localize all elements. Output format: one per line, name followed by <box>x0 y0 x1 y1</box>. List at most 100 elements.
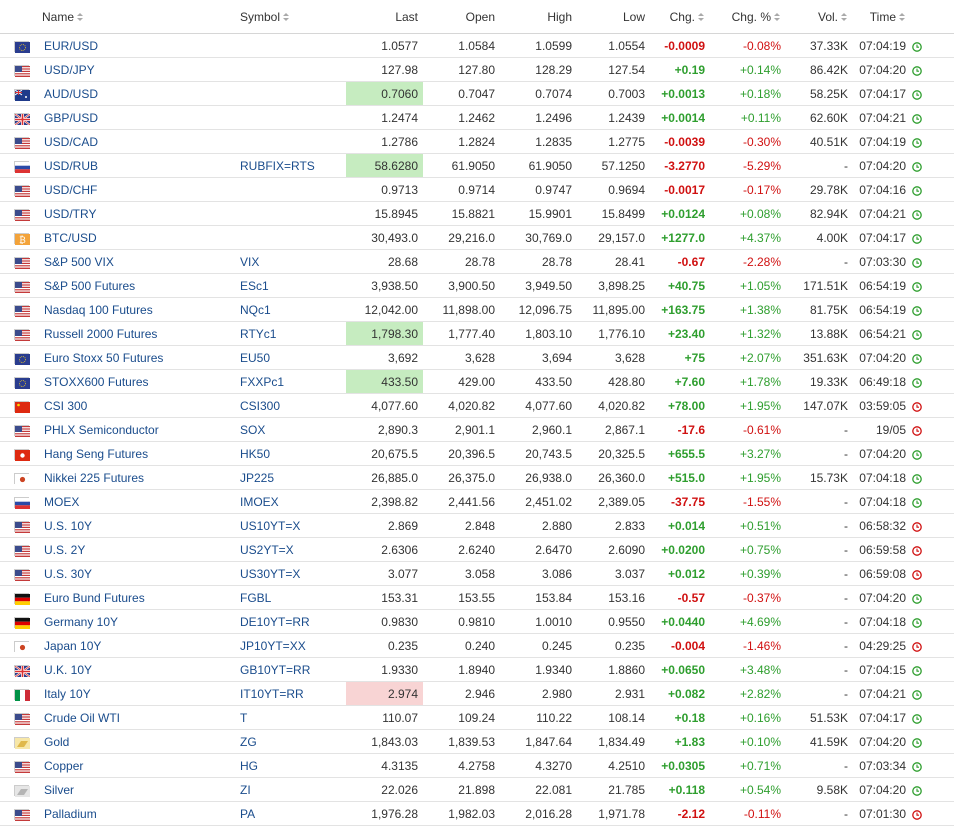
quote-row[interactable]: Silver ZI 22.026 21.898 22.081 21.785 +0.118 +0… <box>0 777 954 802</box>
timestamp: 07:03:34 <box>853 753 908 778</box>
sort-icon[interactable] <box>841 13 848 22</box>
quote-row[interactable]: GBP/USD 1.2474 1.2462 1.2496 1.2439 +0.0014 +0… <box>0 105 954 130</box>
instrument-name-link[interactable]: USD/TRY <box>42 201 234 226</box>
volume: - <box>786 585 853 610</box>
quote-row[interactable]: STOXX600 Futures FXXPc1 433.50 429.00 433.50… <box>0 369 954 394</box>
open-price: 1,839.53 <box>423 729 500 754</box>
instrument-name-link[interactable]: Germany 10Y <box>42 609 234 634</box>
instrument-name-link[interactable]: Italy 10Y <box>42 681 234 706</box>
instrument-name-link[interactable]: Silver <box>42 777 234 802</box>
timestamp: 07:04:18 <box>853 465 908 490</box>
quote-row[interactable]: S&P 500 VIX VIX 28.68 28.78 28.78 28.41 -0.67-… <box>0 249 954 274</box>
instrument-name-link[interactable]: Gold <box>42 729 234 754</box>
quote-row[interactable]: U.K. 10Y GB10YT=RR 1.9330 1.8940 1.9340 1.886… <box>0 657 954 682</box>
market-status-cell <box>908 705 926 730</box>
high-price: 0.9747 <box>500 177 577 202</box>
volume: 62.60K <box>786 105 853 130</box>
instrument-name-link[interactable]: PHLX Semiconductor <box>42 417 234 442</box>
instrument-name-link[interactable]: USD/RUB <box>42 153 234 178</box>
quote-row[interactable]: S&P 500 Futures ESc1 3,938.50 3,900.50 3,949… <box>0 273 954 298</box>
column-header-symbol[interactable]: Symbol <box>234 0 346 34</box>
instrument-name-link[interactable]: USD/CAD <box>42 129 234 154</box>
column-header-last[interactable]: Last <box>346 0 423 34</box>
sort-icon[interactable] <box>283 13 290 22</box>
column-header-chg[interactable]: Chg. <box>650 0 710 34</box>
quote-row[interactable]: Euro Stoxx 50 Futures EU50 3,692 3,628 3,694… <box>0 345 954 370</box>
market-status-cell <box>908 393 926 418</box>
column-header-name[interactable]: Name <box>42 0 234 34</box>
high-price: 3,949.50 <box>500 273 577 298</box>
instrument-name-link[interactable]: STOXX600 Futures <box>42 369 234 394</box>
quote-row[interactable]: PHLX Semiconductor SOX 2,890.3 2,901.1 2,960… <box>0 417 954 442</box>
instrument-name-link[interactable]: Hang Seng Futures <box>42 441 234 466</box>
quote-row[interactable]: Japan 10Y JP10YT=XX 0.235 0.240 0.245 0.235 -0… <box>0 633 954 658</box>
quote-row[interactable]: MOEX IMOEX 2,398.82 2,441.56 2,451.02 2,389.0… <box>0 489 954 514</box>
column-header-low[interactable]: Low <box>577 0 650 34</box>
instrument-name-link[interactable]: AUD/USD <box>42 81 234 106</box>
instrument-name-link[interactable]: Euro Bund Futures <box>42 585 234 610</box>
quote-row[interactable]: EUR/USD 1.0577 1.0584 1.0599 1.0554 -0.0009 -0… <box>0 33 954 58</box>
sort-icon[interactable] <box>774 13 781 22</box>
quote-row[interactable]: U.S. 10Y US10YT=X 2.869 2.848 2.880 2.833 +0.0… <box>0 513 954 538</box>
quote-row[interactable]: Hang Seng Futures HK50 20,675.5 20,396.5 20,… <box>0 441 954 466</box>
quote-row[interactable]: USD/CHF 0.9713 0.9714 0.9747 0.9694 -0.0017 -0… <box>0 177 954 202</box>
open-price: 2.6240 <box>423 537 500 562</box>
sort-icon[interactable] <box>899 13 906 22</box>
sort-icon[interactable] <box>698 13 705 22</box>
instrument-name-link[interactable]: Crude Oil WTI <box>42 705 234 730</box>
high-price: 12,096.75 <box>500 297 577 322</box>
column-header-chg-pct[interactable]: Chg. % <box>710 0 786 34</box>
quote-row[interactable]: USD/CAD 1.2786 1.2824 1.2835 1.2775 -0.0039 -0… <box>0 129 954 154</box>
instrument-name-link[interactable]: Euro Stoxx 50 Futures <box>42 345 234 370</box>
instrument-name-link[interactable]: BTC/USD <box>42 225 234 250</box>
change-value: +75 <box>650 345 710 370</box>
quote-row[interactable]: CSI 300 CSI300 4,077.60 4,020.82 4,077.60 4,0… <box>0 393 954 418</box>
column-header-vol[interactable]: Vol. <box>786 0 853 34</box>
instrument-name-link[interactable]: CSI 300 <box>42 393 234 418</box>
instrument-name-link[interactable]: Russell 2000 Futures <box>42 321 234 346</box>
instrument-name-link[interactable]: S&P 500 VIX <box>42 249 234 274</box>
column-header-time[interactable]: Time <box>853 0 908 34</box>
column-header-high[interactable]: High <box>500 0 577 34</box>
instrument-name-link[interactable]: GBP/USD <box>42 105 234 130</box>
instrument-name-link[interactable]: USD/CHF <box>42 177 234 202</box>
quote-row[interactable]: Italy 10Y IT10YT=RR 2.974 2.946 2.980 2.931 +0… <box>0 681 954 706</box>
open-price: 15.8821 <box>423 201 500 226</box>
quote-row[interactable]: Crude Oil WTI T 110.07 109.24 110.22 108.14 +0… <box>0 705 954 730</box>
quote-row[interactable]: USD/JPY 127.98 127.80 128.29 127.54 +0.19 +0.1… <box>0 57 954 82</box>
instrument-name-link[interactable]: MOEX <box>42 489 234 514</box>
column-header-open[interactable]: Open <box>423 0 500 34</box>
quote-row[interactable]: ₿ BTC/USD 30,493.0 29,216.0 30,769.0 29,157.0… <box>0 225 954 250</box>
instrument-name-link[interactable]: S&P 500 Futures <box>42 273 234 298</box>
instrument-name-link[interactable]: U.S. 30Y <box>42 561 234 586</box>
quote-row[interactable]: Euro Bund Futures FGBL 153.31 153.55 153.84 1… <box>0 585 954 610</box>
quote-row[interactable]: Russell 2000 Futures RTYc1 1,798.30 1,777.4… <box>0 321 954 346</box>
instrument-name-link[interactable]: U.K. 10Y <box>42 657 234 682</box>
quote-row[interactable]: Gold ZG 1,843.03 1,839.53 1,847.64 1,834.49 +1… <box>0 729 954 754</box>
instrument-name-link[interactable]: Copper <box>42 753 234 778</box>
quote-row[interactable]: AUD/USD 0.7060 0.7047 0.7074 0.7003 +0.0013 +0… <box>0 81 954 106</box>
instrument-name-link[interactable]: U.S. 2Y <box>42 537 234 562</box>
quote-row[interactable]: USD/RUB RUBFIX=RTS 58.6280 61.9050 61.9050 57… <box>0 153 954 178</box>
spacer-column-header <box>926 0 954 34</box>
instrument-name-link[interactable]: Palladium <box>42 801 234 826</box>
instrument-name-link[interactable]: Nasdaq 100 Futures <box>42 297 234 322</box>
quote-row[interactable]: Nikkei 225 Futures JP225 26,885.0 26,375.0 2… <box>0 465 954 490</box>
market-status-cell <box>908 105 926 130</box>
instrument-name-link[interactable]: Japan 10Y <box>42 633 234 658</box>
instrument-name-link[interactable]: Nikkei 225 Futures <box>42 465 234 490</box>
volume: 147.07K <box>786 393 853 418</box>
instrument-name-link[interactable]: EUR/USD <box>42 33 234 58</box>
quote-row[interactable]: Palladium PA 1,976.28 1,982.03 2,016.28 1,971… <box>0 801 954 826</box>
quote-row[interactable]: Copper HG 4.3135 4.2758 4.3270 4.2510 +0.0305 +… <box>0 753 954 778</box>
change-value: +0.0650 <box>650 657 710 682</box>
quote-row[interactable]: Nasdaq 100 Futures NQc1 12,042.00 11,898.00… <box>0 297 954 322</box>
instrument-name-link[interactable]: USD/JPY <box>42 57 234 82</box>
instrument-name-link[interactable]: U.S. 10Y <box>42 513 234 538</box>
quote-row[interactable]: Germany 10Y DE10YT=RR 0.9830 0.9810 1.0010 0.… <box>0 609 954 634</box>
last-price: 127.98 <box>346 57 423 82</box>
quote-row[interactable]: U.S. 2Y US2YT=X 2.6306 2.6240 2.6470 2.6090 +0… <box>0 537 954 562</box>
sort-icon[interactable] <box>77 13 84 22</box>
quote-row[interactable]: U.S. 30Y US30YT=X 3.077 3.058 3.086 3.037 +0.0… <box>0 561 954 586</box>
quote-row[interactable]: USD/TRY 15.8945 15.8821 15.9901 15.8499 +0.01… <box>0 201 954 226</box>
